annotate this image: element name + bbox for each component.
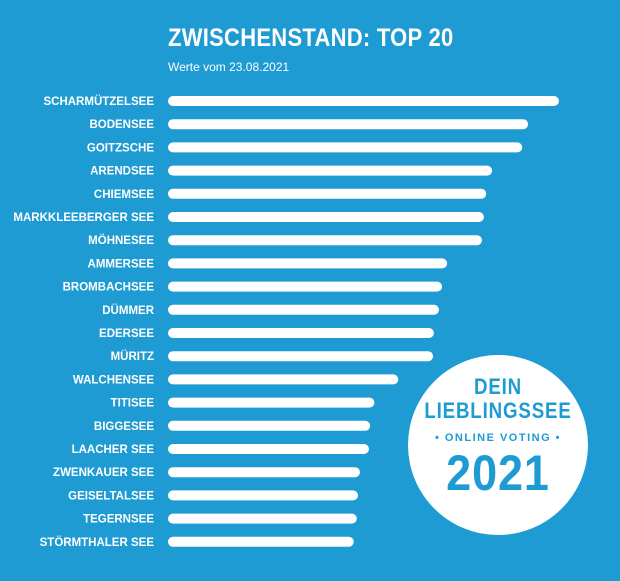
badge-tagline: • ONLINE VOTING •	[434, 432, 562, 444]
category-label: MÜRITZ	[111, 350, 154, 363]
category-label: MARKKLEEBERGER SEE	[13, 212, 154, 224]
category-label: EDERSEE	[99, 328, 154, 340]
chart-title: ZWISCHENSTAND: TOP 20	[168, 24, 454, 52]
category-label: GEISELTALSEE	[68, 490, 154, 502]
category-label: TEGERNSEE	[83, 514, 154, 526]
category-label: BIGGESEE	[94, 421, 154, 433]
category-label: CHIEMSEE	[94, 189, 154, 201]
bar	[168, 374, 399, 385]
bar	[168, 351, 434, 362]
bar	[168, 96, 559, 106]
badge-year: 2021	[446, 445, 550, 501]
chart-subtitle: Werte vom 23.08.2021	[168, 60, 290, 74]
bar	[168, 304, 439, 315]
bar	[168, 444, 369, 454]
category-label: BODENSEE	[89, 119, 154, 131]
category-label: WALCHENSEE	[73, 374, 154, 386]
bar	[168, 490, 359, 501]
category-label: SCHARMÜTZELSEE	[43, 95, 154, 108]
category-label: STÖRMTHALER SEE	[40, 536, 155, 549]
badge-line-lieblingssee: LIEBLINGSSEE	[424, 398, 572, 423]
bar	[168, 165, 493, 176]
category-label: BROMBACHSEE	[63, 282, 155, 294]
bar	[168, 420, 371, 431]
category-label: MÖHNESEE	[88, 234, 154, 247]
category-label: TITISEE	[111, 398, 155, 410]
category-label: LAACHER SEE	[72, 444, 155, 456]
category-label: DÜMMER	[102, 304, 154, 317]
bar	[168, 397, 375, 408]
bar	[168, 281, 443, 292]
bar	[168, 119, 529, 130]
bar	[168, 212, 484, 222]
voting-badge: DEIN LIEBLINGSSEE • ONLINE VOTING • 2021	[408, 355, 588, 535]
bar	[168, 142, 523, 153]
bar	[168, 513, 357, 524]
category-label: GOITZSCHE	[87, 142, 154, 154]
category-label: ZWENKAUER SEE	[53, 467, 154, 479]
bar	[168, 536, 354, 547]
badge-line-dein: DEIN	[473, 374, 523, 399]
bar	[168, 235, 482, 246]
bar	[168, 188, 487, 199]
bar	[168, 328, 434, 338]
bar	[168, 258, 448, 269]
category-label: ARENDSEE	[90, 166, 154, 178]
bar	[168, 467, 360, 478]
category-label: AMMERSEE	[88, 258, 155, 270]
